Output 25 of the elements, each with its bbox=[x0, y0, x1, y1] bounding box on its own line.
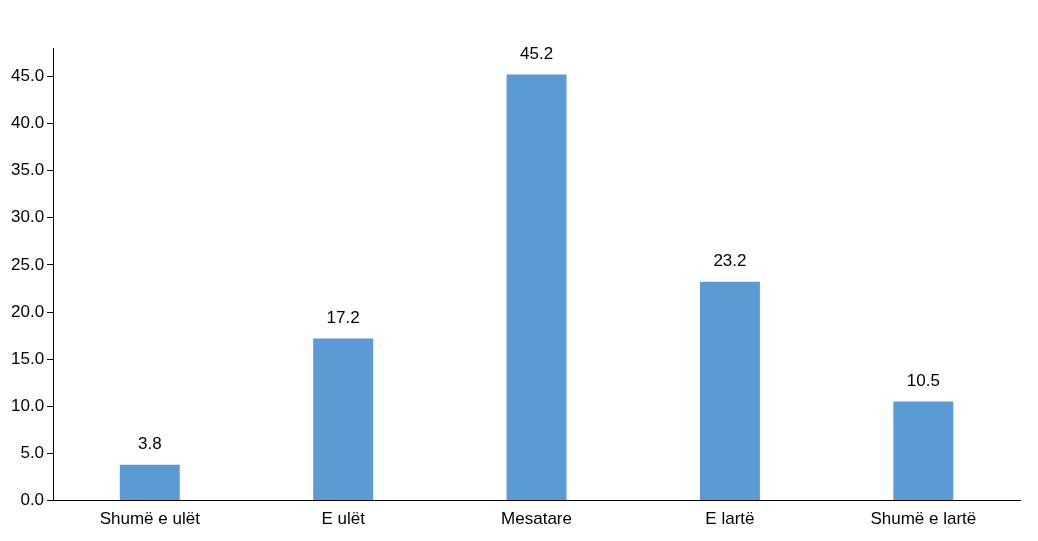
y-tick-label: 20.0 bbox=[10, 301, 45, 321]
y-tick-label: 35.0 bbox=[10, 160, 45, 180]
x-tick-label: Mesatare bbox=[501, 509, 572, 529]
bar bbox=[699, 281, 760, 501]
x-tick-label: Shumë e lartë bbox=[870, 509, 977, 529]
x-tick-label: E lartë bbox=[705, 509, 755, 529]
data-label: 23.2 bbox=[713, 251, 747, 271]
x-tick-label: Shumë e ulët bbox=[99, 509, 201, 529]
y-tick-label: 25.0 bbox=[10, 254, 45, 274]
bar bbox=[313, 338, 374, 501]
x-tick-label: E ulët bbox=[321, 509, 366, 529]
bar bbox=[119, 464, 180, 501]
y-tick-label: 15.0 bbox=[10, 348, 45, 368]
y-tick-label: 40.0 bbox=[10, 113, 45, 133]
y-tick-label: 10.0 bbox=[10, 396, 45, 415]
bar bbox=[893, 401, 954, 501]
data-label: 45.2 bbox=[520, 43, 554, 63]
y-tick-label: 45.0 bbox=[10, 65, 45, 85]
bar bbox=[506, 74, 567, 501]
y-tick-label: 30.0 bbox=[10, 207, 45, 227]
data-label: 17.2 bbox=[326, 307, 360, 327]
data-label: 3.8 bbox=[137, 433, 162, 453]
y-tick-label: 5.0 bbox=[20, 443, 45, 463]
data-label: 10.5 bbox=[906, 370, 940, 390]
y-tick-label: 0.0 bbox=[20, 490, 45, 510]
